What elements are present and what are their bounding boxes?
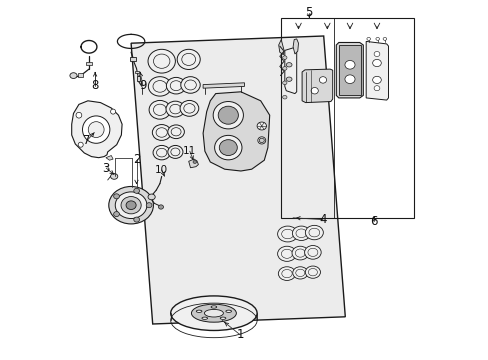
Ellipse shape [167, 125, 184, 139]
Polygon shape [302, 69, 332, 103]
Bar [338, 45, 361, 95]
Ellipse shape [282, 67, 286, 70]
Ellipse shape [76, 112, 81, 118]
Text: 4: 4 [319, 213, 326, 226]
Text: 5: 5 [305, 6, 312, 19]
Ellipse shape [126, 201, 136, 210]
Ellipse shape [177, 49, 200, 69]
Ellipse shape [282, 95, 286, 99]
Ellipse shape [220, 317, 225, 319]
Bar [130, 57, 136, 61]
Ellipse shape [115, 192, 146, 219]
Ellipse shape [202, 317, 207, 319]
Ellipse shape [121, 197, 141, 214]
Polygon shape [284, 47, 296, 94]
Polygon shape [188, 159, 198, 168]
Ellipse shape [113, 212, 119, 217]
Ellipse shape [257, 137, 265, 144]
Ellipse shape [153, 145, 170, 160]
Ellipse shape [257, 122, 266, 130]
Ellipse shape [134, 188, 139, 193]
Ellipse shape [305, 266, 320, 278]
Ellipse shape [305, 225, 323, 240]
Text: 10: 10 [155, 165, 168, 175]
Bar [78, 73, 83, 77]
Polygon shape [203, 92, 269, 171]
Ellipse shape [166, 77, 185, 94]
Text: 3: 3 [102, 162, 110, 175]
Ellipse shape [285, 63, 291, 67]
Ellipse shape [134, 217, 139, 222]
Ellipse shape [319, 77, 326, 83]
Polygon shape [292, 39, 298, 54]
Ellipse shape [225, 310, 231, 312]
Ellipse shape [180, 100, 199, 116]
Ellipse shape [213, 102, 243, 129]
Ellipse shape [277, 246, 296, 261]
Ellipse shape [170, 296, 257, 330]
Ellipse shape [372, 76, 381, 84]
Ellipse shape [167, 145, 183, 158]
Text: 1: 1 [236, 328, 244, 341]
Ellipse shape [78, 142, 83, 147]
Ellipse shape [214, 135, 242, 160]
Ellipse shape [204, 309, 223, 317]
Ellipse shape [158, 205, 163, 209]
Bar [86, 62, 92, 65]
Ellipse shape [148, 77, 171, 96]
Ellipse shape [148, 194, 155, 200]
Bar [136, 76, 140, 81]
Polygon shape [366, 41, 387, 100]
Ellipse shape [191, 304, 236, 322]
Ellipse shape [88, 122, 104, 138]
Ellipse shape [149, 100, 170, 119]
Ellipse shape [277, 226, 297, 242]
Ellipse shape [292, 267, 307, 279]
Ellipse shape [110, 109, 115, 114]
Ellipse shape [219, 140, 237, 156]
Ellipse shape [282, 56, 286, 59]
Ellipse shape [291, 246, 308, 260]
Polygon shape [131, 36, 345, 324]
Ellipse shape [278, 267, 295, 280]
Ellipse shape [113, 194, 119, 199]
Ellipse shape [166, 101, 184, 117]
Polygon shape [72, 101, 122, 158]
Ellipse shape [344, 60, 354, 69]
Ellipse shape [292, 226, 310, 240]
Text: 2: 2 [132, 153, 140, 166]
Ellipse shape [148, 49, 175, 73]
Ellipse shape [304, 246, 321, 259]
Ellipse shape [146, 203, 152, 208]
Ellipse shape [196, 310, 202, 312]
Ellipse shape [193, 161, 196, 163]
Polygon shape [336, 42, 363, 98]
Ellipse shape [285, 77, 291, 81]
Ellipse shape [110, 174, 118, 179]
Ellipse shape [373, 51, 379, 57]
Bar [280, 18, 413, 218]
Ellipse shape [373, 86, 379, 91]
Ellipse shape [259, 138, 264, 143]
Text: 8: 8 [91, 79, 99, 92]
Bar [135, 71, 139, 73]
Text: 7: 7 [83, 134, 91, 147]
Text: 6: 6 [369, 215, 377, 228]
Ellipse shape [82, 116, 110, 143]
Ellipse shape [344, 75, 354, 84]
Ellipse shape [70, 73, 77, 78]
Polygon shape [106, 156, 113, 160]
Text: 11: 11 [183, 146, 196, 156]
Polygon shape [203, 83, 244, 88]
Ellipse shape [181, 77, 200, 93]
Text: 9: 9 [139, 79, 146, 92]
Ellipse shape [152, 125, 171, 140]
Ellipse shape [211, 306, 216, 308]
Ellipse shape [108, 186, 153, 224]
Ellipse shape [218, 106, 238, 124]
Ellipse shape [282, 81, 286, 85]
Ellipse shape [310, 87, 318, 94]
Polygon shape [278, 40, 284, 55]
Ellipse shape [372, 59, 381, 67]
